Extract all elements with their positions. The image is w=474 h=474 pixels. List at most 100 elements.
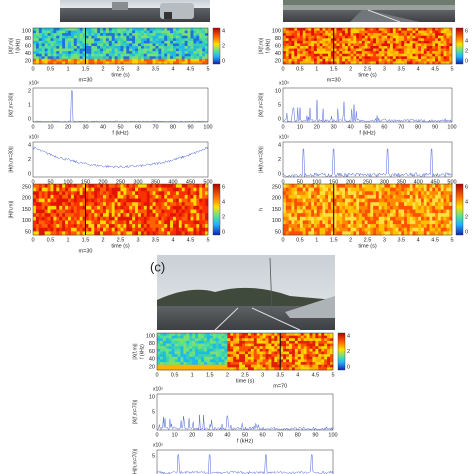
spectrogram-cell <box>33 33 37 37</box>
spectrogram-cell <box>218 343 222 347</box>
spectrogram-cell <box>291 187 295 192</box>
spectrogram-cell <box>165 335 170 339</box>
plot-frame <box>32 141 209 178</box>
spectrogram-cell <box>79 51 83 55</box>
spectrogram-cell <box>404 48 408 52</box>
spectrogram-cell <box>187 58 191 62</box>
spectrogram-cell <box>381 187 385 192</box>
spectrogram-cell <box>94 194 98 199</box>
spectrogram-cell <box>294 362 299 366</box>
x-tick-label: 3.5 <box>397 66 405 72</box>
spectrogram-cell <box>330 61 334 65</box>
marker-label: m=30 <box>79 248 93 254</box>
spectrogram-cell <box>440 202 444 207</box>
x-tick-label: 50 <box>364 124 370 130</box>
spectrogram-cell <box>306 335 310 339</box>
spectrogram-cell <box>79 46 83 49</box>
spectrogram-cell <box>85 40 89 44</box>
spectrogram-cell <box>286 367 290 371</box>
spectrogram-cell <box>126 33 130 37</box>
spectrogram-cell <box>364 187 368 192</box>
spectrogram-cell <box>181 30 185 34</box>
spectrogram-cell <box>328 227 332 232</box>
spectrogram-cell <box>117 38 121 42</box>
spectrogram-cell <box>336 56 340 60</box>
spectrogram-cell <box>201 356 205 360</box>
spectrogram-cell <box>157 333 161 336</box>
spectrogram-cell <box>315 351 319 355</box>
spectrogram-cell <box>33 53 37 57</box>
spectrogram-cell <box>342 184 346 188</box>
spectrogram-cell <box>437 216 442 221</box>
spectrogram-cell <box>143 51 148 55</box>
spectrogram-cell <box>330 187 334 192</box>
spectrogram-cell <box>387 58 391 62</box>
spectrogram-cell <box>184 224 188 229</box>
spectrogram-cell <box>294 51 298 55</box>
spectrogram-cell <box>302 202 306 207</box>
spectrogram-cell <box>325 184 329 188</box>
spectrogram-cell <box>361 46 365 49</box>
spectrogram-cell <box>432 187 436 192</box>
spectrogram-cell <box>328 40 332 44</box>
spectrogram-cell <box>303 340 307 344</box>
spectrogram-cell <box>429 224 433 229</box>
spectrogram-cell <box>305 51 309 55</box>
spectrogram-cell <box>311 28 315 31</box>
spectrogram-cell <box>161 224 165 229</box>
spectrogram-cell <box>135 30 139 34</box>
spectrogram-cell <box>324 367 328 371</box>
spectrogram-cell <box>233 346 237 350</box>
spectrogram-cell <box>333 48 337 52</box>
spectrogram-cell <box>297 338 302 342</box>
spectrogram-cell <box>404 220 408 225</box>
spectrogram-cell <box>375 38 380 42</box>
spectrogram-cell <box>387 209 391 214</box>
spectrogram-cell <box>174 356 178 360</box>
spectrogram-cell <box>105 184 110 188</box>
spectrogram-cell <box>327 364 331 368</box>
spectrogram-cell <box>395 227 399 232</box>
spectrogram-cell <box>202 231 206 236</box>
spectrogram-cell <box>132 40 136 44</box>
spectrogram-cell <box>126 184 130 188</box>
spectrogram-cell <box>401 28 405 31</box>
spectrogram-cell <box>321 343 325 347</box>
spectrogram-cell <box>367 209 371 214</box>
x-tick-label: 100 <box>63 179 72 185</box>
spectrogram-cell <box>339 40 343 44</box>
spectrogram-cell <box>105 220 110 225</box>
spectrogram-cell <box>404 43 408 47</box>
spectrogram-cell <box>280 362 284 366</box>
spectrogram-cell <box>361 53 365 57</box>
spectrogram-cell <box>384 28 388 31</box>
spectrogram-cell <box>175 213 180 218</box>
spectrogram-cell <box>283 35 287 39</box>
spectrogram-cell <box>205 231 209 236</box>
spectrogram-cell <box>328 28 332 31</box>
spectrogram-cell <box>390 53 394 57</box>
x-tick-label: 0.5 <box>47 66 55 72</box>
spectrogram-cell <box>381 28 385 31</box>
spectrogram-cell <box>132 187 136 192</box>
spectrogram-cell <box>297 220 301 225</box>
spectrogram-cell <box>117 51 121 55</box>
spectrogram-cell <box>381 198 385 203</box>
spectrogram-cell <box>242 351 246 355</box>
spectrogram-cell <box>100 46 104 49</box>
spectrogram-cell <box>120 48 124 52</box>
spectrogram-cell <box>108 216 113 221</box>
y-tick-label: 60 <box>149 349 155 355</box>
spectrogram-cell <box>302 28 306 31</box>
spectrogram-cell <box>342 56 346 60</box>
spectrogram-cell <box>395 209 399 214</box>
spectrogram-cell <box>108 40 113 44</box>
spectrogram-cell <box>100 224 104 229</box>
spectrogram-cell <box>88 61 92 65</box>
plot-frame <box>156 393 334 431</box>
spectrogram-cell <box>342 46 346 49</box>
x-tick-label: 0.5 <box>47 237 55 243</box>
spectrogram-cell <box>79 194 83 199</box>
spectrogram-cell <box>395 53 399 57</box>
spectrogram-cell <box>178 184 183 188</box>
